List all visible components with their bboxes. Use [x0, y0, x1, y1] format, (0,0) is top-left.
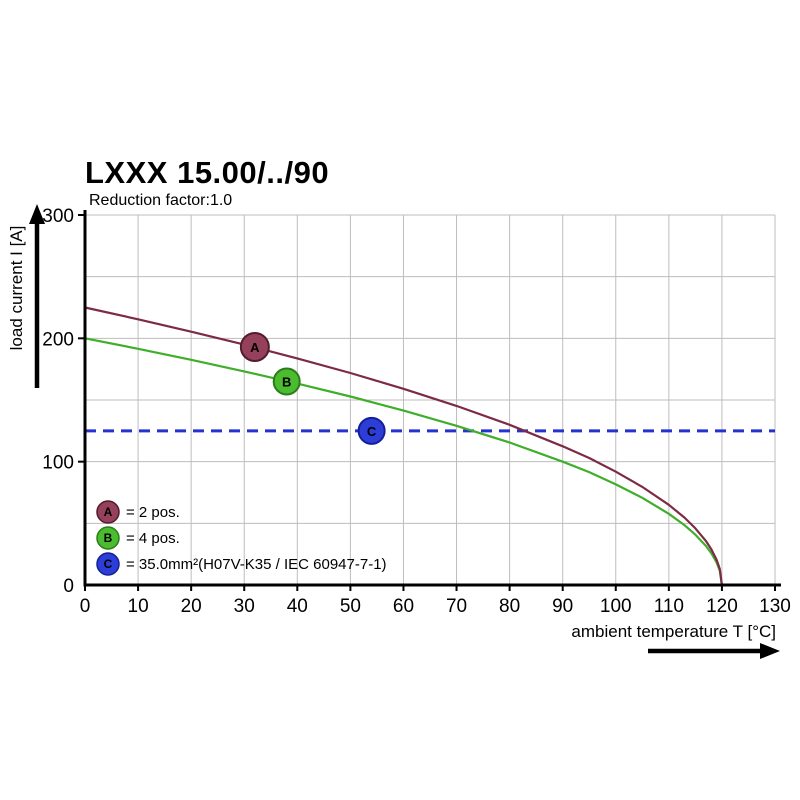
legend-item: A = 2 pos.: [96, 500, 180, 524]
x-tick-label: 10: [128, 596, 149, 617]
chart-title: LXXX 15.00/../90: [85, 155, 329, 190]
series-layer: [83, 306, 775, 587]
x-tick-label: 20: [181, 596, 202, 617]
y-tick-label: 0: [63, 576, 74, 597]
marker-a: [239, 331, 270, 362]
x-tick-label: 50: [340, 596, 361, 617]
marker-b: [272, 367, 301, 396]
marker-c: [357, 416, 386, 445]
legend-label-b: = 4 pos.: [126, 530, 180, 547]
marker-letter-c: C: [367, 424, 377, 439]
x-axis-arrow-icon: [648, 643, 780, 659]
legend-letter-b: B: [104, 531, 113, 545]
x-tick-label: 0: [80, 596, 91, 617]
legend-marker-c: [96, 552, 120, 576]
legend-item: B = 4 pos.: [96, 526, 180, 550]
legend-letter-c: C: [104, 557, 113, 571]
x-tick-label: 80: [499, 596, 520, 617]
x-tick-label: 130: [759, 596, 791, 617]
x-tick-label: 30: [234, 596, 255, 617]
x-tick-label: 90: [552, 596, 573, 617]
x-tick-label: 40: [287, 596, 308, 617]
curve-b: [83, 337, 724, 587]
x-tick-label: 110: [654, 596, 684, 617]
axes-layer: [83, 210, 781, 587]
x-axis-label: ambient temperature T [°C]: [571, 622, 776, 641]
x-tick-label: 120: [706, 596, 738, 617]
marker-letter-a: A: [250, 340, 260, 355]
legend-label-a: = 2 pos.: [126, 504, 180, 521]
ticks-layer: 0 10 20 30 40 50 60 70 80 90 100 110 120 130 0 100 200 30…: [42, 206, 791, 617]
x-tick-label: 60: [393, 596, 414, 617]
y-axis-label: load current I [A]: [7, 226, 26, 351]
y-tick-label: 300: [42, 206, 74, 227]
legend-item: C = 35.0mm²(H07V-K35 / IEC 60947-7-1): [96, 552, 387, 576]
legend-layer: A = 2 pos. B = 4 pos. C = 35.0mm²(H07V-K35 / …: [96, 500, 387, 576]
grid-layer: [85, 214, 776, 585]
markers-layer: A B C: [239, 331, 386, 445]
chart-subtitle: Reduction factor:1.0: [89, 192, 232, 209]
x-tick-label: 70: [446, 596, 467, 617]
y-axis-arrow-icon: [29, 204, 45, 388]
legend-marker-b: [96, 526, 120, 550]
legend-label-c: = 35.0mm²(H07V-K35 / IEC 60947-7-1): [126, 556, 387, 573]
y-tick-label: 100: [42, 453, 74, 474]
marker-letter-b: B: [282, 375, 291, 390]
y-tick-label: 200: [42, 329, 74, 350]
legend-letter-a: A: [104, 505, 113, 519]
x-tick-label: 100: [600, 596, 632, 617]
legend-marker-a: [96, 500, 120, 524]
